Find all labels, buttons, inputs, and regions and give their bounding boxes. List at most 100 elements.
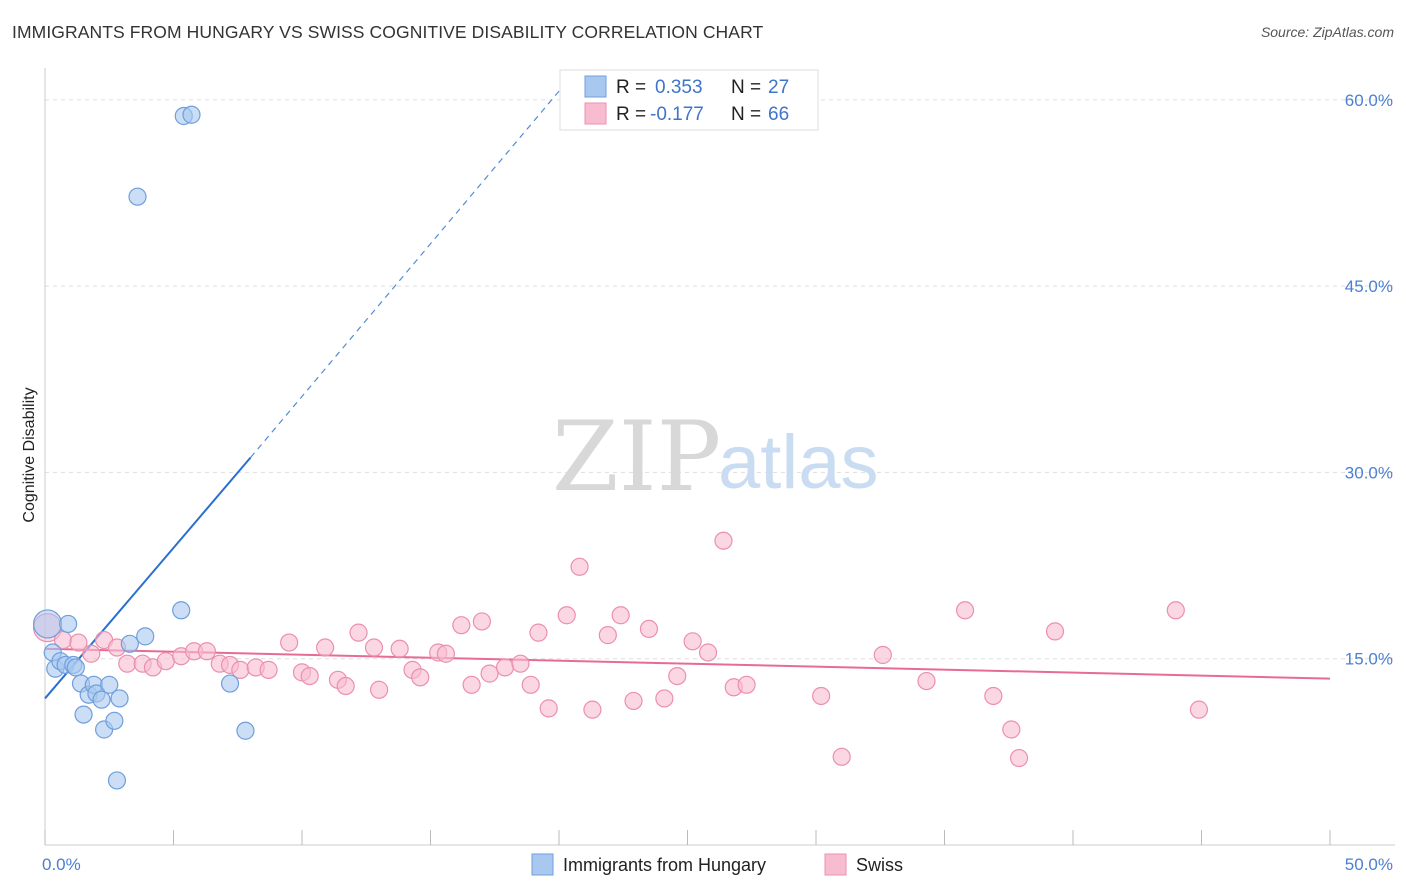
x-tick-labels: 0.0% 50.0%	[42, 855, 1393, 874]
swiss-point-64	[1166, 601, 1185, 620]
swiss-point-45	[611, 606, 630, 625]
swiss-point-55	[812, 686, 831, 706]
swiss-point-34	[472, 612, 491, 631]
x-tick-label-max: 50.0%	[1345, 855, 1393, 874]
swiss-point-17	[259, 660, 278, 679]
swiss-point-61	[1002, 720, 1021, 739]
chart-title: IMMIGRANTS FROM HUNGARY VS SWISS COGNITI…	[12, 22, 764, 42]
stats-hungary-r-label: R =	[616, 77, 646, 98]
stats-hungary-n-label: N =	[731, 77, 761, 98]
stats-swiss-swatch	[584, 102, 607, 125]
source-label: Source: ZipAtlas.com	[1260, 24, 1394, 40]
legend-swiss-swatch	[824, 853, 847, 876]
swiss-point-58	[917, 671, 936, 691]
swiss-point-37	[511, 654, 530, 673]
y-tick-label-0: 15.0%	[1345, 650, 1393, 669]
hungary-point-26	[236, 721, 255, 740]
y-tick-label-1: 30.0%	[1345, 463, 1393, 482]
stats-hungary-r-value: 0.353	[655, 77, 703, 98]
swiss-point-36	[495, 658, 515, 677]
swiss-point-56	[832, 747, 851, 766]
y-axis-label: Cognitive Disability	[21, 387, 38, 522]
swiss-point-6	[118, 654, 137, 673]
swiss-point-27	[390, 639, 409, 658]
y-tick-labels: 15.0% 30.0% 45.0% 60.0%	[1345, 91, 1393, 669]
swiss-point-39	[529, 623, 548, 642]
hungary-trend-extension	[250, 90, 560, 458]
swiss-point-9	[156, 652, 175, 671]
hungary-point-18	[110, 689, 129, 708]
hungary-point-22	[172, 601, 191, 620]
swiss-point-51	[698, 643, 718, 662]
hungary-point-13	[92, 690, 111, 709]
swiss-point-41	[557, 606, 576, 625]
swiss-point-42	[570, 557, 589, 576]
swiss-point-25	[364, 638, 384, 657]
swiss-point-50	[683, 632, 702, 651]
swiss-point-59	[955, 601, 975, 620]
data-points	[32, 105, 1209, 790]
swiss-point-35	[480, 664, 499, 683]
swiss-point-62	[1009, 748, 1029, 768]
hungary-point-21	[136, 627, 155, 646]
hungary-point-24	[182, 105, 201, 124]
hungary-point-9	[74, 705, 93, 724]
swiss-point-26	[370, 680, 389, 699]
legend-swiss-label: Swiss	[856, 855, 903, 875]
swiss-point-52	[714, 531, 733, 550]
swiss-point-12	[197, 642, 217, 661]
swiss-point-47	[639, 619, 659, 639]
swiss-point-43	[583, 700, 602, 719]
swiss-point-18	[280, 633, 299, 652]
swiss-point-23	[336, 676, 355, 696]
stats-hungary-swatch	[584, 75, 607, 98]
hungary-point-5	[59, 614, 78, 634]
swiss-point-40	[539, 699, 558, 718]
swiss-point-32	[452, 616, 471, 635]
hungary-point-25	[220, 674, 240, 693]
swiss-point-33	[462, 675, 481, 694]
swiss-point-49	[668, 666, 687, 686]
x-tick-label-min: 0.0%	[42, 855, 81, 874]
hungary-point-20	[128, 187, 147, 206]
swiss-point-57	[873, 645, 892, 665]
hungary-point-17	[107, 771, 127, 790]
swiss-point-3	[82, 644, 101, 663]
swiss-point-48	[655, 689, 674, 708]
hungary-point-15	[100, 675, 119, 694]
swiss-point-24	[349, 623, 368, 642]
swiss-point-2	[69, 633, 88, 652]
stats-legend-box: R = 0.353 N = 27 R = -0.177 N = 66	[559, 69, 819, 131]
swiss-point-60	[984, 686, 1003, 706]
hungary-point-7	[66, 658, 85, 677]
swiss-point-38	[521, 675, 540, 694]
stats-swiss-r-label: R =	[616, 104, 646, 125]
swiss-point-46	[624, 691, 643, 711]
stats-swiss-r-value: -0.177	[650, 104, 704, 125]
legend-hungary-swatch	[531, 853, 554, 876]
bottom-legend: Immigrants from Hungary Swiss	[531, 853, 903, 876]
swiss-point-31	[436, 644, 456, 663]
swiss-point-54	[737, 675, 756, 694]
watermark: ZIP atlas	[552, 401, 879, 513]
y-tick-label-3: 60.0%	[1345, 91, 1393, 110]
swiss-point-44	[598, 626, 617, 645]
swiss-trend-line	[44, 647, 1331, 680]
swiss-point-20	[300, 666, 319, 686]
hungary-point-0	[32, 609, 63, 639]
swiss-point-63	[1045, 622, 1065, 641]
swiss-point-29	[411, 668, 430, 687]
hungary-point-19	[120, 634, 139, 653]
stats-swiss-n-label: N =	[731, 104, 761, 125]
watermark-atlas: atlas	[718, 420, 879, 505]
watermark-zip: ZIP	[552, 401, 721, 513]
legend-hungary-label: Immigrants from Hungary	[563, 855, 766, 875]
y-tick-label-2: 45.0%	[1345, 277, 1393, 296]
hungary-point-16	[105, 711, 124, 730]
swiss-point-65	[1189, 700, 1209, 719]
stats-hungary-n-value: 27	[768, 77, 789, 98]
trend-lines	[44, 90, 1331, 700]
axes	[44, 68, 1395, 846]
grid-lines	[45, 99, 1395, 660]
